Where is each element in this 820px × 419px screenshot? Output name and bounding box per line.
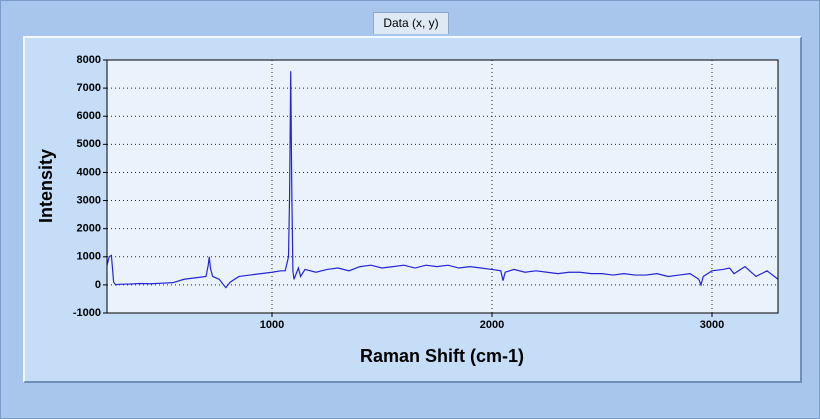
y-tick-label: 4000 xyxy=(77,166,101,178)
x-axis-title: Raman Shift (cm-1) xyxy=(360,346,524,366)
tab[interactable]: Data (x, y) xyxy=(373,12,449,34)
x-tick-label: 1000 xyxy=(260,319,284,331)
y-tick-label: 7000 xyxy=(77,82,101,94)
plot-border xyxy=(106,59,779,314)
plot-area xyxy=(107,60,778,313)
y-tick-label: 8000 xyxy=(77,54,101,66)
y-tick-label: 1000 xyxy=(77,251,101,263)
y-tick-label: 2000 xyxy=(77,223,101,235)
spectrum-line xyxy=(106,71,779,289)
y-tick-label: 6000 xyxy=(77,110,101,122)
x-tick-label: 3000 xyxy=(700,319,724,331)
y-axis-title: Intensity xyxy=(36,149,56,223)
y-tick-label: -1000 xyxy=(73,307,101,319)
y-tick-label: 0 xyxy=(95,279,101,291)
y-tick-label: 3000 xyxy=(77,194,101,206)
x-tick-label: 2000 xyxy=(480,319,504,331)
y-tick-label: 5000 xyxy=(77,138,101,150)
